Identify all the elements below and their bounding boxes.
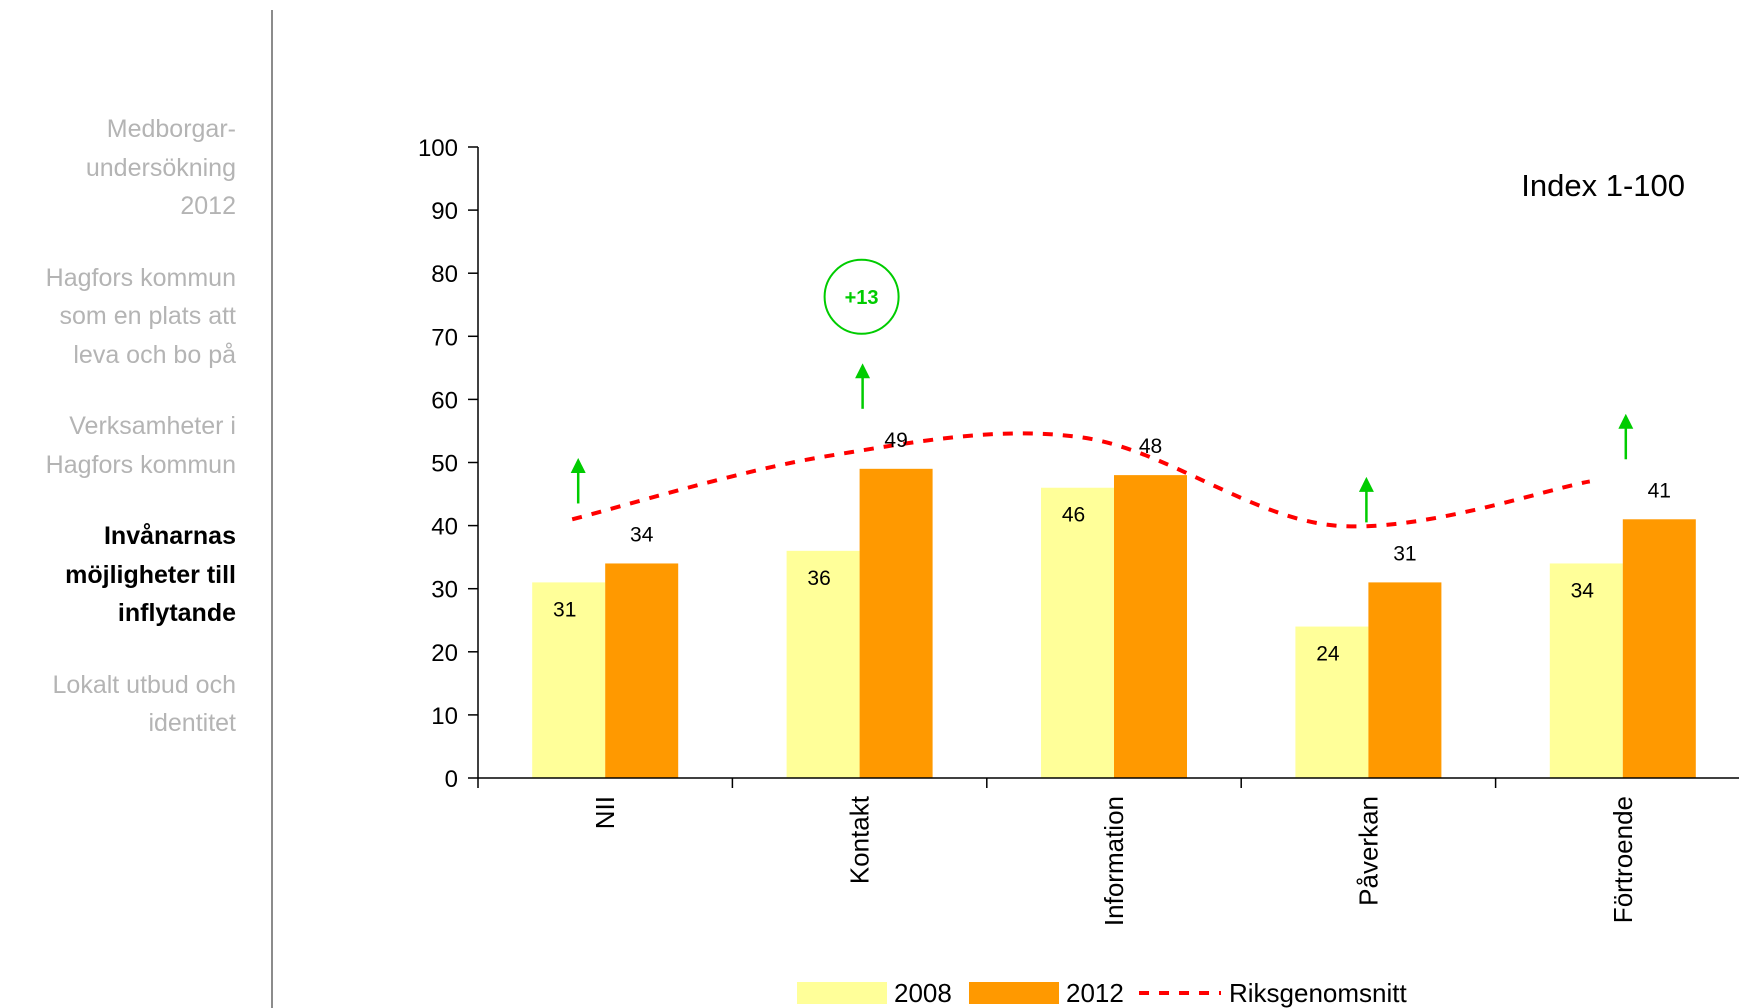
nav-item-inflytande[interactable]: Invånarnas möjligheter till inflytande	[65, 522, 236, 627]
bar-2008-Förtroende	[1549, 563, 1623, 778]
x-tick-label-Information: Information	[1099, 796, 1129, 926]
data-label-2012-Information: 48	[1139, 435, 1162, 458]
data-label-2012-Påverkan: 31	[1393, 542, 1416, 565]
y-tick-label-90: 90	[431, 198, 458, 225]
y-tick-label-10: 10	[431, 703, 458, 730]
data-label-2008-Påverkan: 24	[1316, 643, 1340, 666]
bar-2012-Information	[1114, 475, 1187, 778]
highlight-badge-text: +13	[845, 287, 879, 309]
y-tick-label-50: 50	[431, 451, 458, 478]
data-label-2012-NII: 34	[630, 523, 654, 546]
sidebar-nav: Medborgar- undersökning 2012 Hagfors kom…	[0, 110, 236, 776]
chart-title: Index 1-100	[1521, 168, 1685, 203]
bar-2008-Information	[1041, 487, 1114, 778]
y-tick-label-40: 40	[431, 514, 458, 541]
nav-item-lokalt-utbud[interactable]: Lokalt utbud och identitet	[52, 670, 236, 738]
data-label-2012-Kontakt: 49	[884, 429, 907, 452]
bar-2012-Påverkan	[1368, 582, 1442, 778]
x-tick-label-Påverkan: Påverkan	[1353, 796, 1383, 906]
data-label-2008-Kontakt: 36	[807, 567, 830, 590]
y-tick-label-20: 20	[431, 640, 458, 667]
sidebar-divider	[271, 10, 273, 1008]
legend-swatch-2008	[797, 982, 887, 1004]
data-label-2008-Förtroende: 34	[1571, 579, 1595, 602]
nav-item-plats-att-leva[interactable]: Hagfors kommun som en plats att leva och…	[45, 263, 236, 369]
bar-2008-Kontakt	[786, 550, 860, 778]
nav-item-verksamheter[interactable]: Verksamheter i Hagfors kommun	[45, 412, 236, 479]
y-tick-label-100: 100	[418, 135, 458, 162]
nav-item-medborgarundersokning[interactable]: Medborgar- undersökning 2012	[85, 115, 236, 220]
legend-label-2012: 2012	[1066, 978, 1124, 1008]
legend-label-2008: 2008	[894, 978, 952, 1008]
legend-swatch-2012	[969, 982, 1059, 1004]
bar-2012-NII	[605, 563, 679, 778]
data-label-2012-Förtroende: 41	[1648, 479, 1671, 502]
bar-2008-Påverkan	[1295, 626, 1369, 778]
y-tick-label-60: 60	[431, 387, 458, 414]
data-label-2008-Information: 46	[1062, 504, 1085, 527]
x-tick-label-Förtroende: Förtroende	[1608, 796, 1638, 923]
legend-label-riksgenomsnitt: Riksgenomsnitt	[1229, 978, 1408, 1008]
bar-2012-Kontakt	[859, 468, 933, 778]
bar-2008-NII	[532, 582, 606, 778]
x-tick-label-Kontakt: Kontakt	[845, 795, 875, 884]
data-label-2008-NII: 31	[553, 598, 576, 621]
y-tick-label-80: 80	[431, 261, 458, 288]
x-tick-label-NII: NII	[590, 796, 620, 829]
y-tick-label-30: 30	[431, 577, 458, 604]
y-tick-label-0: 0	[445, 766, 458, 793]
highlight-badge-circle	[823, 258, 900, 335]
y-tick-label-70: 70	[431, 324, 458, 351]
bar-2012-Förtroende	[1622, 519, 1696, 778]
